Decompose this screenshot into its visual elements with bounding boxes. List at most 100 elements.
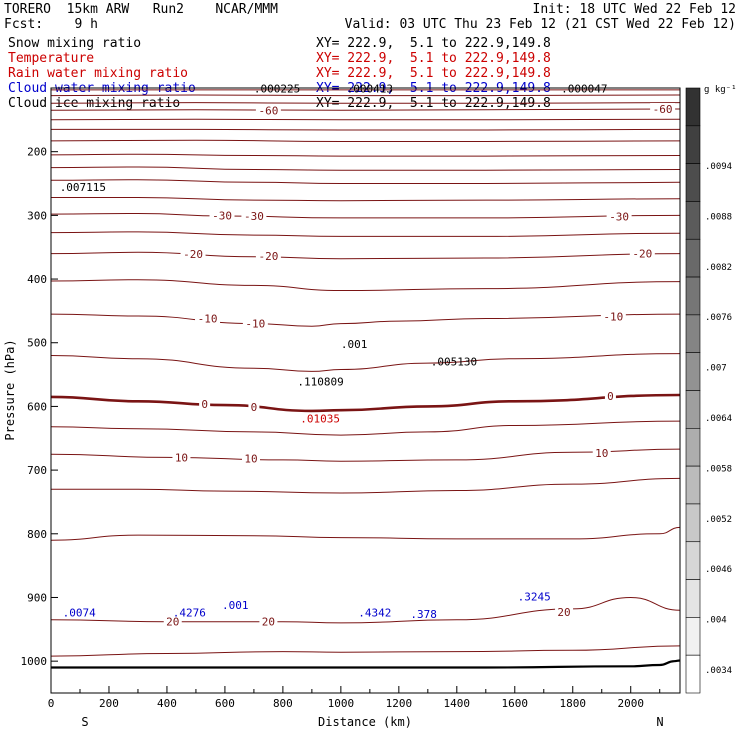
temperature-label-16: 10 [595,447,608,460]
y-tick-label-6: 800 [27,528,47,541]
temperature-label-0: -60 [258,104,278,117]
temperature-isotherm-2 [50,102,681,104]
cloud-ice-max-label-3: .001 [341,338,368,351]
y-tick-label-3: 500 [27,337,47,350]
temperature-label-bg-17 [163,615,182,628]
header-fcst: Fcst: 9 h [4,17,98,32]
y-axis-label: Pressure (hPa) [3,339,17,440]
temperature-label-bg-13 [604,390,616,403]
temperature-label-4: -30 [609,211,629,224]
colorbar-swatch-13 [685,579,701,618]
temperature-label-11: 0 [201,398,208,411]
x-tick-label-7: 1400 [444,697,471,710]
colorbar-label-10: .0034 [705,666,732,676]
header-init: Init: 18 UTC Wed 22 Feb 12 [532,2,737,17]
colorbar-swatch-10 [685,465,701,505]
y-tick-label-1: 300 [27,209,47,222]
surface-terrain-line [51,659,681,669]
colorbar-swatch-5 [685,276,701,316]
temperature-label-1: -60 [653,103,673,116]
header-valid: Valid: 03 UTC Thu 23 Feb 12 (21 CST Wed … [344,17,736,32]
y-tick-label-4: 600 [27,400,47,413]
rain-max-label-0: .01035 [300,412,340,425]
x-tick-label-8: 1600 [502,697,529,710]
colorbar-label-6: .0058 [705,464,732,474]
legend-temperature-xy: XY= 222.9, 5.1 to 222.9,149.8 [316,51,551,66]
colorbar-swatch-12 [685,541,701,580]
cloud-water-max-label-5: .3245 [518,591,551,604]
temperature-label-19: 20 [557,606,570,619]
temperature-label-bg-6 [255,250,281,263]
temperature-isotherm-23 [50,645,681,657]
temperature-label-13: 0 [607,390,614,403]
colorbar-label-3: .0076 [705,313,732,323]
y-tick-label-0: 200 [27,146,47,159]
temperature-label-bg-5 [180,248,206,261]
temperature-label-bg-7 [629,247,655,260]
colorbar-swatch-3 [685,201,701,240]
y-tick-label-5: 700 [27,464,47,477]
colorbar-label-2: .0082 [705,263,732,273]
legend-rain-name: Rain water mixing ratio [8,66,189,81]
legend-snow-xy: XY= 222.9, 5.1 to 222.9,149.8 [316,36,551,51]
temperature-label-10: -10 [603,311,623,324]
temperature-label-12: 0 [251,401,258,414]
temperature-isotherm-1 [50,94,681,97]
colorbar-units: g kg⁻¹ [704,85,737,95]
temperature-isotherm-13 [50,251,681,260]
x-tick-label-0: 0 [48,697,55,710]
temperature-isotherm-8 [50,166,681,171]
colorbar-label-1: .0088 [705,212,732,222]
cloud-ice-max-label-4: .000225 [254,82,300,95]
x-tick-label-9: 1800 [560,697,587,710]
colorbar-swatch-4 [685,238,701,278]
temperature-isotherm-14 [50,279,681,292]
colorbar-label-4: .007 [705,364,727,374]
cloud-ice-max-label-5: .000413 [347,82,393,95]
plot-frame [50,87,681,694]
temperature-label-8: -10 [198,313,218,326]
temperature-label-3: -30 [244,210,264,223]
x-axis-label: Distance (km) [318,715,412,729]
temperature-isotherm-19 [50,448,681,462]
temperature-isotherm-7 [50,153,681,157]
temperature-label-bg-14 [172,451,191,464]
colorbar-swatch-15 [685,654,701,694]
temperature-label-bg-11 [199,397,211,410]
temperature-isotherm-3 [50,108,681,111]
cloud-ice-max-label-0: .007115 [60,181,106,194]
y-tick-label-7: 900 [27,591,47,604]
colorbar-swatch-11 [685,503,701,543]
cloud-water-max-label-3: .4342 [358,607,391,620]
colorbar-label-7: .0052 [705,515,732,525]
temperature-label-5: -20 [183,248,203,261]
colorbar-swatch-6 [685,314,701,353]
south-end-label: S [81,715,88,729]
colorbar-swatch-0 [685,87,701,127]
header-model: TORERO 15km ARW Run2 NCAR/MMM [4,2,278,17]
temperature-label-18: 20 [262,616,275,629]
temperature-label-bg-19 [555,606,574,619]
temperature-isotherm-12 [50,231,681,237]
colorbar-label-0: .0094 [705,162,732,172]
temperature-isotherm-17 [50,393,681,413]
temperature-label-14: 10 [175,451,188,464]
temperature-isotherm-21 [50,526,681,541]
x-tick-label-4: 800 [273,697,293,710]
x-tick-label-1: 200 [99,697,119,710]
cloud-ice-max-label-6: .000047 [561,82,607,95]
temperature-isotherm-5 [50,128,681,131]
colorbar-swatch-9 [685,428,701,467]
cloud-ice-max-label-1: .110809 [297,375,343,388]
cloud-water-max-label-4: .378 [410,608,437,621]
temperature-label-bg-10 [600,310,626,323]
temperature-label-7: -20 [632,248,652,261]
temperature-label-15: 10 [244,453,257,466]
cloud-ice-max-label-2: .005130 [431,356,477,369]
legend-snow-name: Snow mixing ratio [8,36,142,51]
colorbar-swatch-7 [685,352,701,391]
y-tick-label-8: 1000 [21,655,48,668]
temperature-isotherm-11 [50,212,681,219]
x-tick-label-5: 1000 [328,697,355,710]
